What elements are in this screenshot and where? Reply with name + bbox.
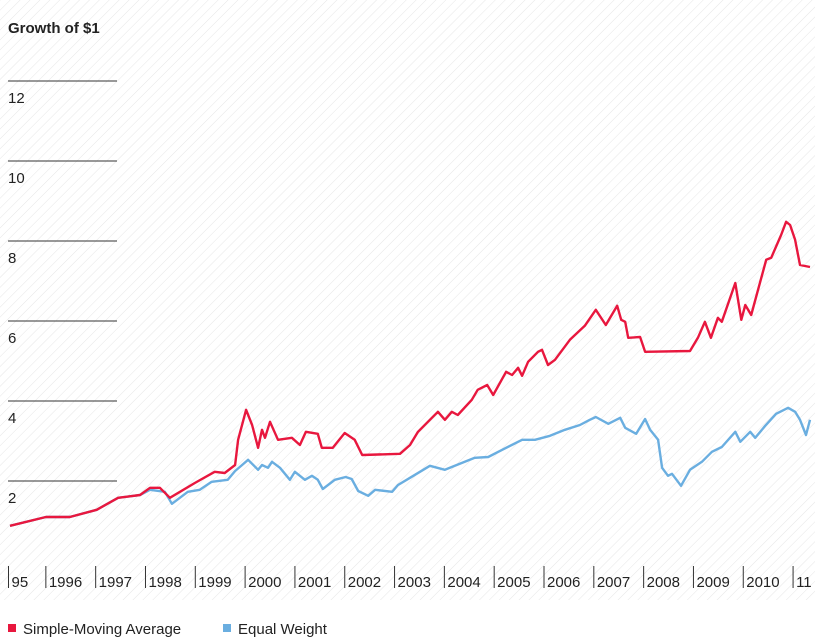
y-tick-label: 6 [8,330,16,347]
x-tick-label: 1997 [99,574,132,591]
y-tick-label: 12 [8,90,25,107]
x-tick-label: 2006 [547,574,580,591]
y-tick-label: 10 [8,170,25,187]
x-tick-label: 2007 [597,574,630,591]
legend-label: Simple-Moving Average [23,621,181,638]
x-tick-label: 1999 [198,574,231,591]
x-tick-label: 1998 [148,574,181,591]
x-tick-label: 95 [11,574,28,591]
legend-swatch [223,624,231,632]
x-tick-label: 2010 [746,574,779,591]
x-tick-label: 2004 [447,574,480,591]
x-tick-label: 11 [796,574,812,591]
x-tick-label: 2003 [398,574,431,591]
x-tick-label: 2002 [348,574,381,591]
x-tick-label: 2000 [248,574,281,591]
x-tick-label: 2009 [696,574,729,591]
x-tick-label: 2005 [497,574,530,591]
y-tick-label: 8 [8,250,16,267]
x-tick-label: 1996 [49,574,82,591]
background [0,0,815,600]
y-tick-label: 2 [8,490,16,507]
y-tick-label: 4 [8,410,16,427]
line [9,406,812,527]
x-tick-label: 2008 [647,574,680,591]
chart-title: Growth of $1 [8,20,100,37]
legend-label: Equal Weight [238,621,328,638]
x-tick-label: 2001 [298,574,331,591]
line [9,220,811,527]
legend-swatch [8,624,16,632]
